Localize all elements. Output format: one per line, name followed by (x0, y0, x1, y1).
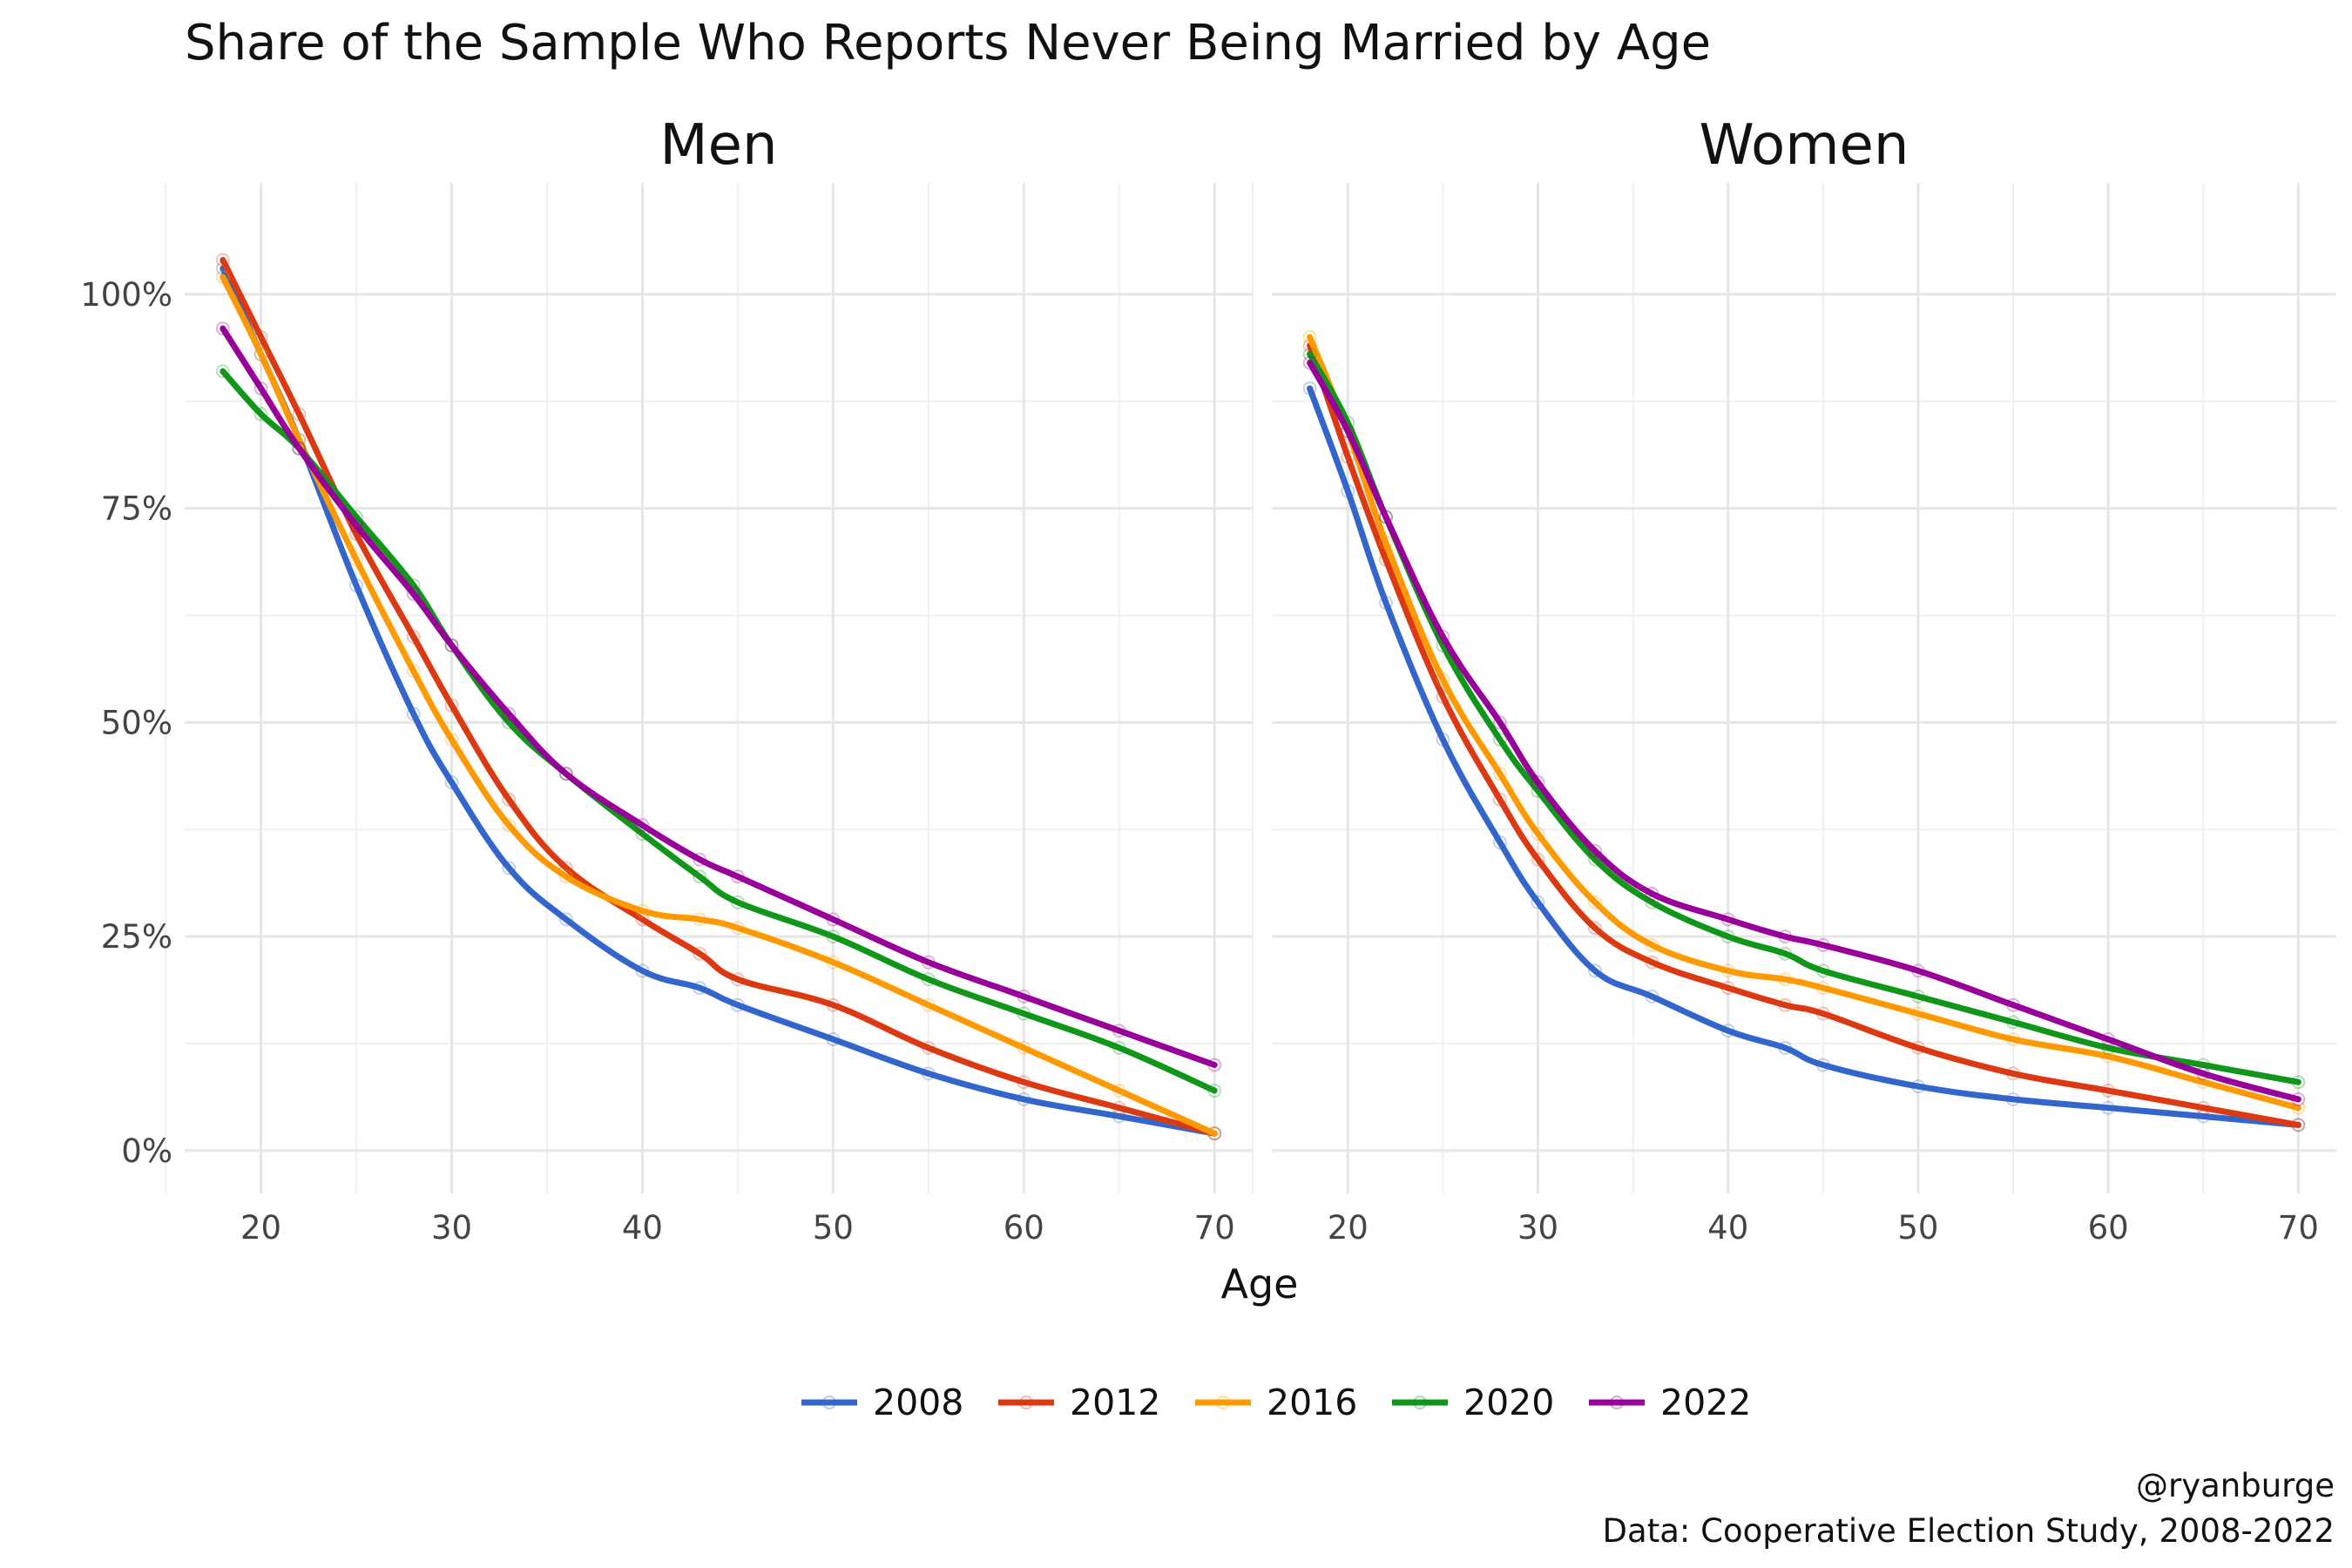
data-point-2016 (502, 818, 517, 833)
data-point-2016 (558, 869, 573, 884)
x-tick-label: 50 (1897, 1209, 1938, 1247)
data-point-2020 (215, 364, 230, 379)
legend-label: 2012 (1070, 1382, 1160, 1423)
y-tick-label: 50% (101, 704, 172, 741)
data-point-2012 (1531, 852, 1545, 867)
chart-title: Share of the Sample Who Reports Never Be… (185, 15, 1711, 71)
legend-item-2020: 2020 (1392, 1382, 1554, 1423)
series-line-2008 (1307, 385, 2301, 1128)
y-tick-label: 25% (101, 918, 172, 956)
data-point-2022 (502, 706, 517, 721)
data-point-2022 (349, 518, 364, 533)
chart-panels: 20 30 40 50 60 70 0% 25% 50% 75% 100% Men 20 30 40 50 60… (80, 113, 2336, 1247)
x-tick-label: 40 (1707, 1209, 1748, 1247)
series-line-2016 (1307, 334, 2301, 1112)
data-point-2022 (1492, 715, 1507, 730)
legend-label: 2022 (1660, 1382, 1751, 1423)
legend-item-2022: 2022 (1589, 1382, 1751, 1423)
data-point-2020 (292, 441, 307, 456)
legend-point (1610, 1396, 1624, 1409)
data-point-2012 (1587, 921, 1602, 936)
panel-title: Men (659, 113, 777, 178)
data-point-2016 (444, 732, 459, 747)
data-point-2008 (558, 912, 573, 927)
x-axis-title: Age (1221, 1260, 1299, 1308)
panel-title: Women (1700, 113, 1909, 178)
data-point-2008 (502, 861, 517, 875)
legend-point (1413, 1396, 1427, 1409)
x-tick-label: 60 (1004, 1209, 1044, 1247)
x-tick-label: 20 (1328, 1209, 1369, 1247)
data-point-2020 (558, 767, 573, 781)
data-point-2022 (635, 818, 650, 833)
y-tick-label: 0% (121, 1132, 172, 1170)
legend-label: 2008 (873, 1382, 963, 1423)
data-point-2022 (406, 586, 421, 601)
legend-point (1216, 1396, 1230, 1409)
legend: 2008 2012 2016 2020 2022 (801, 1382, 1751, 1423)
data-point-2008 (1587, 963, 1602, 978)
y-tick-label: 75% (101, 490, 172, 528)
panel-women: 20 30 40 50 60 70 Women (1252, 113, 2336, 1247)
data-point-2012 (693, 946, 707, 961)
x-tick-label: 70 (2278, 1209, 2319, 1247)
data-point-2016 (1531, 827, 1545, 841)
x-tick-label: 40 (622, 1209, 663, 1247)
data-point-2008 (444, 775, 459, 790)
data-point-2008 (1531, 895, 1545, 909)
data-point-2022 (253, 381, 268, 395)
legend-point (822, 1396, 836, 1409)
legend-item-2008: 2008 (801, 1382, 963, 1423)
panel-men: 20 30 40 50 60 70 0% 25% 50% 75% 100% Men (80, 113, 1253, 1247)
data-point-2012 (502, 792, 517, 807)
data-point-2022 (558, 767, 573, 781)
data-point-2022 (444, 638, 459, 652)
x-tick-label: 70 (1194, 1209, 1235, 1247)
series-line-2012 (220, 257, 1218, 1137)
x-tick-label: 20 (240, 1209, 281, 1247)
data-point-2022 (292, 441, 307, 456)
x-tick-label: 50 (813, 1209, 854, 1247)
data-point-2020 (1492, 732, 1507, 747)
series-line-2016 (220, 274, 1218, 1137)
data-point-2016 (1492, 767, 1507, 781)
legend-label: 2020 (1463, 1382, 1554, 1423)
data-point-2012 (1492, 792, 1507, 807)
legend-item-2012: 2012 (998, 1382, 1160, 1423)
data-point-2020 (444, 638, 459, 652)
data-point-2020 (693, 869, 707, 884)
data-point-2022 (215, 321, 230, 336)
x-tick-label: 30 (1517, 1209, 1558, 1247)
data-point-2022 (1587, 843, 1602, 858)
caption-handle: @ryanburge (2136, 1467, 2335, 1504)
data-point-2022 (1531, 775, 1545, 790)
legend-item-2016: 2016 (1195, 1382, 1357, 1423)
data-point-2020 (253, 407, 268, 422)
series-line-2020 (1307, 351, 2301, 1085)
series-line-2020 (220, 368, 1218, 1094)
series-line-2008 (220, 265, 1218, 1137)
legend-label: 2016 (1267, 1382, 1357, 1423)
caption-source: Data: Cooperative Election Study, 2008-2… (1603, 1512, 2335, 1550)
series-line-2022 (220, 325, 1218, 1068)
data-point-2016 (1587, 895, 1602, 909)
series-line-2012 (1307, 342, 2301, 1128)
x-tick-label: 60 (2088, 1209, 2129, 1247)
x-tick-label: 30 (431, 1209, 472, 1247)
series-line-2022 (1307, 359, 2301, 1103)
legend-point (1019, 1396, 1033, 1409)
data-point-2012 (444, 698, 459, 713)
y-tick-label: 100% (80, 276, 172, 314)
